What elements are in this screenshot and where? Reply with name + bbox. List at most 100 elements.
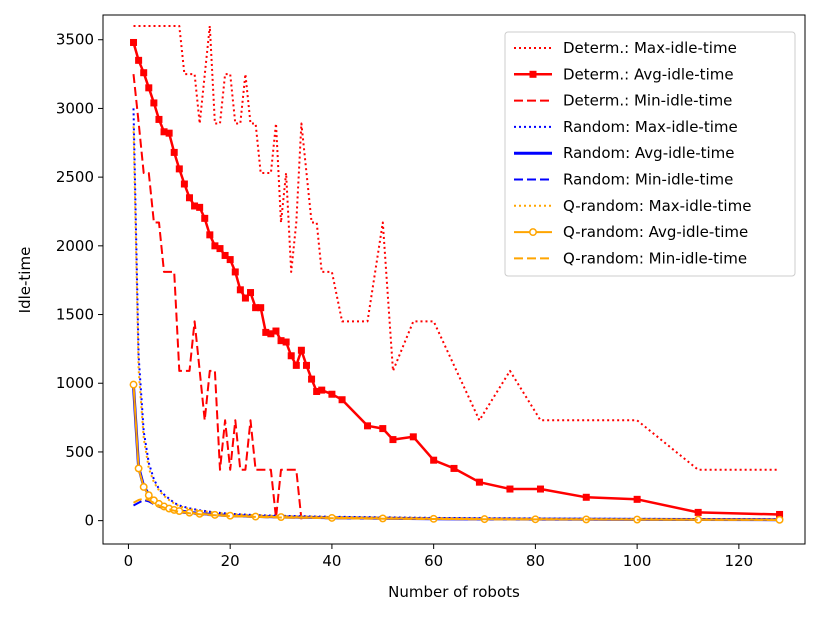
data-point xyxy=(297,346,305,354)
data-point xyxy=(170,148,178,156)
x-tick-label: 60 xyxy=(424,552,443,570)
data-point xyxy=(430,456,438,464)
data-point xyxy=(272,327,280,335)
data-point xyxy=(139,483,148,491)
data-point xyxy=(160,128,168,136)
series-4 xyxy=(132,385,780,522)
series-line xyxy=(133,497,780,521)
data-point xyxy=(267,330,275,338)
legend-entry-0: Determ.: Max-idle-time xyxy=(514,39,737,57)
series-line xyxy=(133,25,780,471)
data-point xyxy=(328,390,336,398)
data-point xyxy=(582,493,590,501)
data-point xyxy=(206,231,214,239)
data-point xyxy=(211,242,219,250)
x-axis-label: Number of robots xyxy=(388,583,520,601)
data-point xyxy=(776,510,784,518)
data-point xyxy=(180,180,188,188)
data-point xyxy=(282,338,290,346)
data-point xyxy=(247,289,255,297)
data-point xyxy=(475,478,483,486)
data-point xyxy=(226,256,234,264)
x-tick-label: 40 xyxy=(322,552,341,570)
legend-label: Q-random: Avg-idle-time xyxy=(563,223,748,241)
plot-frame xyxy=(102,14,806,545)
y-tick-label: 1500 xyxy=(56,306,94,324)
legend-entry-6: Q-random: Max-idle-time xyxy=(514,197,751,215)
legend-marker xyxy=(529,70,537,78)
legend-box xyxy=(504,31,796,277)
data-point xyxy=(140,69,148,77)
y-tick-label: 3000 xyxy=(56,99,94,117)
data-point xyxy=(318,386,326,394)
legend-label: Q-random: Min-idle-time xyxy=(563,249,747,267)
data-point xyxy=(196,203,204,211)
data-point xyxy=(134,464,143,473)
data-point xyxy=(155,115,163,123)
data-point xyxy=(262,328,270,336)
legend-label: Random: Avg-idle-time xyxy=(563,144,735,162)
data-point xyxy=(201,214,209,222)
data-point xyxy=(236,286,244,294)
data-point xyxy=(231,268,239,276)
legend-label: Determ.: Min-idle-time xyxy=(563,92,732,110)
legend: Determ.: Max-idle-time Determ.: Avg-idle-… xyxy=(504,31,796,277)
data-point xyxy=(694,508,702,516)
data-point xyxy=(130,38,138,46)
x-tick-label: 80 xyxy=(526,552,545,570)
legend-label: Random: Min-idle-time xyxy=(563,171,733,189)
legend-label: Determ.: Max-idle-time xyxy=(563,39,737,57)
data-point xyxy=(241,294,249,302)
data-point xyxy=(379,425,387,433)
legend-label: Q-random: Max-idle-time xyxy=(563,197,751,215)
data-point xyxy=(175,165,183,173)
data-point xyxy=(775,515,784,524)
legend-label: Random: Max-idle-time xyxy=(563,118,738,136)
data-point xyxy=(338,396,346,404)
series-line xyxy=(132,385,780,522)
data-point xyxy=(216,245,224,253)
legend-entry-2: Determ.: Min-idle-time xyxy=(514,92,732,110)
data-point xyxy=(129,380,138,389)
data-point xyxy=(191,202,199,210)
data-point xyxy=(277,337,285,345)
series-2 xyxy=(132,73,303,520)
data-point xyxy=(221,251,229,259)
legend-entry-4: Random: Avg-idle-time xyxy=(514,144,735,162)
data-point xyxy=(257,304,265,312)
data-point xyxy=(633,495,641,503)
x-tick-label: 20 xyxy=(221,552,240,570)
series-line xyxy=(132,73,303,520)
data-point xyxy=(450,464,458,472)
y-tick-label: 2500 xyxy=(56,168,94,186)
data-point xyxy=(145,84,153,92)
data-point xyxy=(409,433,417,441)
data-point xyxy=(292,361,300,369)
series-1 xyxy=(130,38,784,518)
data-point xyxy=(506,485,514,493)
legend-label: Determ.: Avg-idle-time xyxy=(563,65,734,83)
y-tick-label: 2000 xyxy=(56,237,94,255)
data-point xyxy=(302,361,310,369)
data-point xyxy=(313,387,321,395)
legend-entry-5: Random: Min-idle-time xyxy=(514,171,733,189)
data-point xyxy=(287,352,295,360)
y-tick-label: 3500 xyxy=(56,31,94,49)
series-line xyxy=(132,384,780,521)
data-point xyxy=(144,491,153,500)
legend-entry-7: Q-random: Avg-idle-time xyxy=(514,223,748,241)
y-tick-label: 1000 xyxy=(56,374,94,392)
series-8 xyxy=(133,497,780,521)
legend-entry-3: Random: Max-idle-time xyxy=(514,118,738,136)
y-tick-label: 0 xyxy=(84,512,94,530)
x-tick-label: 120 xyxy=(725,552,754,570)
series-7 xyxy=(129,380,784,524)
legend-entry-1: Determ.: Avg-idle-time xyxy=(514,65,734,83)
legend-entry-8: Q-random: Min-idle-time xyxy=(514,249,747,267)
x-tick-label: 0 xyxy=(124,552,134,570)
series-0 xyxy=(133,25,780,471)
x-tick-label: 100 xyxy=(623,552,652,570)
data-point xyxy=(135,56,143,64)
data-point xyxy=(536,485,544,493)
